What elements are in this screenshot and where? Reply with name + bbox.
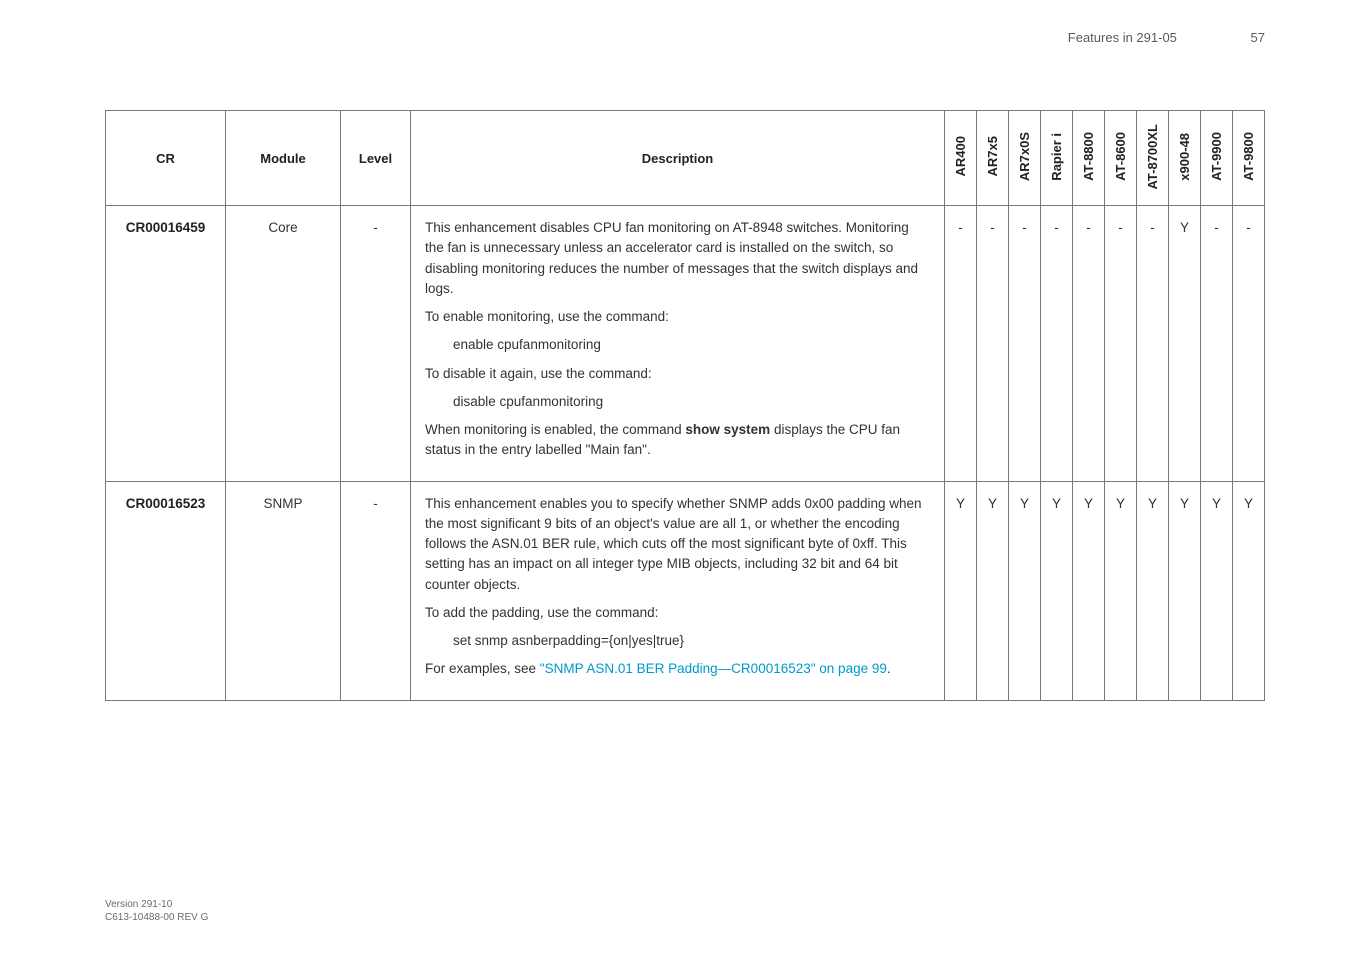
table-header-row: CR Module Level Description AR400 AR7x5 … (106, 111, 1265, 206)
cell-flag: Y (1137, 481, 1169, 700)
col-flag-at9800: AT-9800 (1233, 111, 1265, 206)
desc-text: When monitoring is enabled, the command (425, 422, 685, 437)
table-row: CR00016459 Core - This enhancement disab… (106, 206, 1265, 482)
desc-paragraph: When monitoring is enabled, the command … (425, 420, 930, 461)
desc-command: disable cpufanmonitoring (425, 392, 930, 412)
cell-flag: - (1137, 206, 1169, 482)
footer-docid: C613-10488-00 REV G (105, 911, 208, 924)
col-flag-at8600: AT-8600 (1105, 111, 1137, 206)
flag-label: AT-9800 (1241, 132, 1256, 181)
cell-module: SNMP (226, 481, 341, 700)
col-flag-at8800: AT-8800 (1073, 111, 1105, 206)
table-row: CR00016523 SNMP - This enhancement enabl… (106, 481, 1265, 700)
desc-paragraph: To enable monitoring, use the command: (425, 307, 930, 327)
desc-link: "SNMP ASN.01 BER Padding—CR00016523" on … (540, 661, 887, 676)
desc-bold: show system (685, 422, 770, 437)
feature-table: CR Module Level Description AR400 AR7x5 … (105, 110, 1265, 701)
cell-flag: - (977, 206, 1009, 482)
desc-text: . (887, 661, 891, 676)
flag-label: AT-9900 (1209, 132, 1224, 181)
desc-paragraph: This enhancement disables CPU fan monito… (425, 218, 930, 299)
cell-flag: Y (1041, 481, 1073, 700)
flag-label: AR7x0S (1017, 132, 1032, 181)
content-table-wrap: CR Module Level Description AR400 AR7x5 … (105, 110, 1265, 701)
col-flag-ar7x0s: AR7x0S (1009, 111, 1041, 206)
cell-cr: CR00016523 (106, 481, 226, 700)
flag-label: Rapier i (1049, 133, 1064, 181)
cell-flag: - (1073, 206, 1105, 482)
col-module: Module (226, 111, 341, 206)
cell-flag: Y (1105, 481, 1137, 700)
desc-command: set snmp asnberpadding={on|yes|true} (425, 631, 930, 651)
cell-module: Core (226, 206, 341, 482)
cell-cr: CR00016459 (106, 206, 226, 482)
cell-flag: - (1009, 206, 1041, 482)
cell-flag: - (945, 206, 977, 482)
desc-command: enable cpufanmonitoring (425, 335, 930, 355)
footer-version: Version 291-10 (105, 898, 208, 911)
col-flag-at9900: AT-9900 (1201, 111, 1233, 206)
cell-flag: - (1201, 206, 1233, 482)
flag-label: x900-48 (1177, 133, 1192, 181)
desc-paragraph: To add the padding, use the command: (425, 603, 930, 623)
page-number: 57 (1251, 30, 1265, 45)
cell-flag: Y (1009, 481, 1041, 700)
desc-paragraph: To disable it again, use the command: (425, 364, 930, 384)
flag-label: AR400 (953, 136, 968, 176)
cell-flag: - (1041, 206, 1073, 482)
cell-flag: Y (1233, 481, 1265, 700)
cell-description: This enhancement disables CPU fan monito… (411, 206, 945, 482)
col-flag-at8700xl: AT-8700XL (1137, 111, 1169, 206)
flag-label: AT-8800 (1081, 132, 1096, 181)
desc-paragraph: For examples, see "SNMP ASN.01 BER Paddi… (425, 659, 930, 679)
col-flag-ar7x5: AR7x5 (977, 111, 1009, 206)
desc-text: For examples, see (425, 661, 540, 676)
page-footer: Version 291-10 C613-10488-00 REV G (105, 898, 208, 924)
col-flag-rapier: Rapier i (1041, 111, 1073, 206)
cell-flag: - (1105, 206, 1137, 482)
header-title: Features in 291-05 (1068, 30, 1177, 45)
cell-flag: Y (977, 481, 1009, 700)
cell-flag: Y (1169, 206, 1201, 482)
cell-description: This enhancement enables you to specify … (411, 481, 945, 700)
running-header: Features in 291-05 57 (1068, 30, 1265, 45)
flag-label: AT-8600 (1113, 132, 1128, 181)
col-cr: CR (106, 111, 226, 206)
cell-flag: - (1233, 206, 1265, 482)
flag-label: AT-8700XL (1145, 124, 1160, 190)
cell-flag: Y (1201, 481, 1233, 700)
flag-label: AR7x5 (985, 136, 1000, 176)
cell-level: - (341, 206, 411, 482)
cell-flag: Y (1169, 481, 1201, 700)
col-flag-x90048: x900-48 (1169, 111, 1201, 206)
cell-flag: Y (1073, 481, 1105, 700)
col-description: Description (411, 111, 945, 206)
cell-flag: Y (945, 481, 977, 700)
col-level: Level (341, 111, 411, 206)
cell-level: - (341, 481, 411, 700)
desc-paragraph: This enhancement enables you to specify … (425, 494, 930, 595)
col-flag-ar400: AR400 (945, 111, 977, 206)
